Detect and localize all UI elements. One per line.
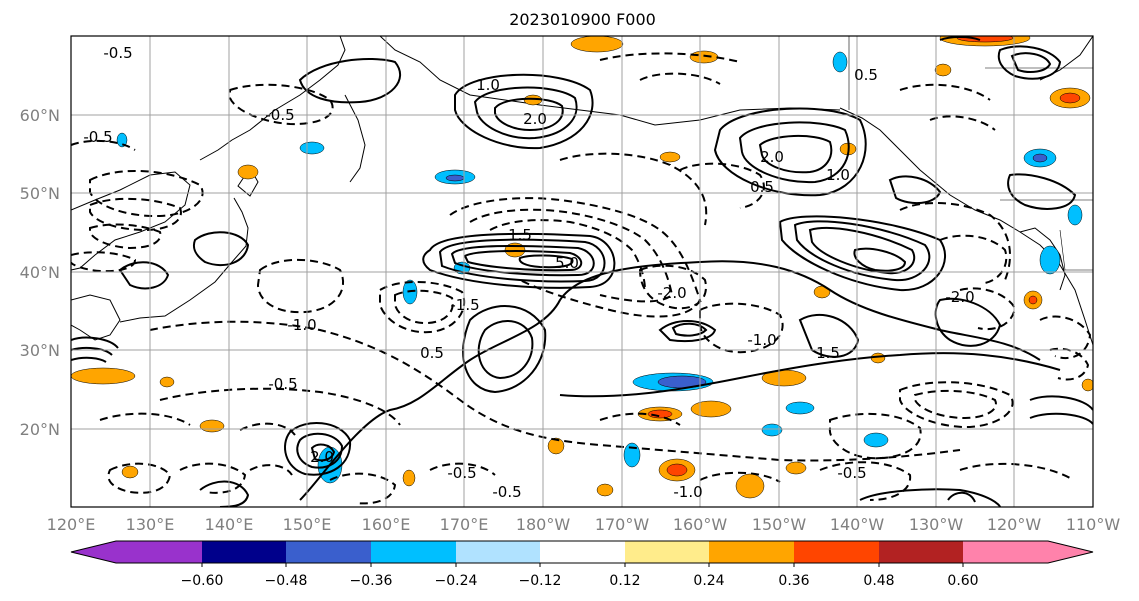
contour-label: -0.5 <box>265 106 294 124</box>
lon-label: 120°E <box>47 515 96 534</box>
contour-label: 0.5 <box>420 344 444 362</box>
lat-label-30N: 30°N <box>20 341 60 360</box>
positive-contours <box>71 36 1093 507</box>
lon-label: 180°W <box>516 515 571 534</box>
contour-label: 1.5 <box>816 344 840 362</box>
lat-label-60N: 60°N <box>20 106 60 125</box>
colorbar-tick-label: −0.12 <box>519 573 562 589</box>
contour-label: -0.5 <box>447 464 476 482</box>
colorbar-segment <box>794 541 879 563</box>
colorbar-lower-extension <box>71 541 116 563</box>
lon-label: 160°E <box>362 515 411 534</box>
map-frame <box>70 35 1094 508</box>
contour-label: -0.5 <box>492 483 521 501</box>
contour-label: 1.0 <box>476 76 500 94</box>
map-area <box>71 36 1093 507</box>
colorbar-segment <box>456 541 540 563</box>
colorbar-segment <box>540 541 625 563</box>
contour-label: 2.0 <box>760 148 784 166</box>
contour-label: -0.5 <box>837 464 866 482</box>
colorbar-tick-label: 0.60 <box>947 573 978 589</box>
contour-label: 2.0 <box>523 110 547 128</box>
colorbar-tick-label: −0.36 <box>350 573 393 589</box>
colorbar-segment <box>879 541 963 563</box>
lat-label-20N: 20°N <box>20 420 60 439</box>
contour-label: -0.5 <box>268 375 297 393</box>
contour-label: -2.0 <box>657 284 686 302</box>
colorbar-segment <box>963 541 1048 563</box>
contour-label: -0.5 <box>103 44 132 62</box>
colorbar-ticks: −0.60 −0.48 −0.36 −0.24 −0.12 0.12 0.24 0.36 0.4… <box>181 563 979 589</box>
contour-labels: -0.5 -0.5 -0.5 -0.5 -0.5 -0.5 -1.0 -1.0 … <box>83 44 974 501</box>
contour-label: -1.0 <box>673 483 702 501</box>
lon-label: 130°E <box>126 515 175 534</box>
colorbar-segment <box>371 541 456 563</box>
contour-label: 5.0 <box>555 254 579 272</box>
lon-label: 120°W <box>987 515 1042 534</box>
graticule <box>71 36 1093 507</box>
lon-label: 170°E <box>440 515 489 534</box>
lon-label: 140°W <box>830 515 885 534</box>
lon-label: 130°W <box>909 515 964 534</box>
colorbar-upper-extension <box>1048 541 1093 563</box>
lon-label: 150°E <box>283 515 332 534</box>
lon-label: 110°W <box>1066 515 1121 534</box>
contour-label: -2.0 <box>945 288 974 306</box>
lon-label: 150°W <box>752 515 807 534</box>
contour-label: 2.0 <box>310 448 334 466</box>
contour-label: 0.5 <box>750 178 774 196</box>
colorbar-segment <box>286 541 371 563</box>
colorbar-segments <box>70 540 1094 564</box>
negative-contours <box>71 52 1092 505</box>
latitude-labels: 20°N 30°N 40°N 50°N 60°N <box>20 106 60 439</box>
contour-label: 0.5 <box>854 66 878 84</box>
colorbar-segment <box>709 541 794 563</box>
lon-label: 170°W <box>595 515 650 534</box>
coastlines <box>71 36 1093 346</box>
lat-label-40N: 40°N <box>20 263 60 282</box>
colorbar-tick-label: 0.12 <box>609 573 640 589</box>
page-title: 2023010900 F000 <box>509 10 656 29</box>
colorbar-outline <box>70 540 1094 564</box>
colorbar-tick-label: −0.24 <box>435 573 478 589</box>
colorbar-tick-label: 0.48 <box>863 573 894 589</box>
lon-label: 160°W <box>673 515 728 534</box>
lon-label: 140°E <box>205 515 254 534</box>
contour-label: -1.0 <box>287 316 316 334</box>
contour-label: -1.0 <box>747 331 776 349</box>
lat-label-50N: 50°N <box>20 184 60 203</box>
contour-label: -1.5 <box>450 296 479 314</box>
colorbar-segment <box>625 541 709 563</box>
contour-label: 1.5 <box>508 226 532 244</box>
contour-label: 1.0 <box>826 166 850 184</box>
colorbar-tick-label: −0.60 <box>181 573 224 589</box>
colorbar-tick-label: −0.48 <box>265 573 308 589</box>
colorbar-segment <box>116 541 202 563</box>
colorbar-segment <box>202 541 286 563</box>
longitude-labels: 120°E 130°E 140°E 150°E 160°E 170°E 180°W 170°W… <box>47 515 1121 534</box>
colorbar: −0.60 −0.48 −0.36 −0.24 −0.12 0.12 0.24 0.36 0.4… <box>70 540 1094 589</box>
colorbar-tick-label: 0.36 <box>778 573 809 589</box>
contour-label: -0.5 <box>83 128 112 146</box>
colorbar-tick-label: 0.24 <box>693 573 724 589</box>
